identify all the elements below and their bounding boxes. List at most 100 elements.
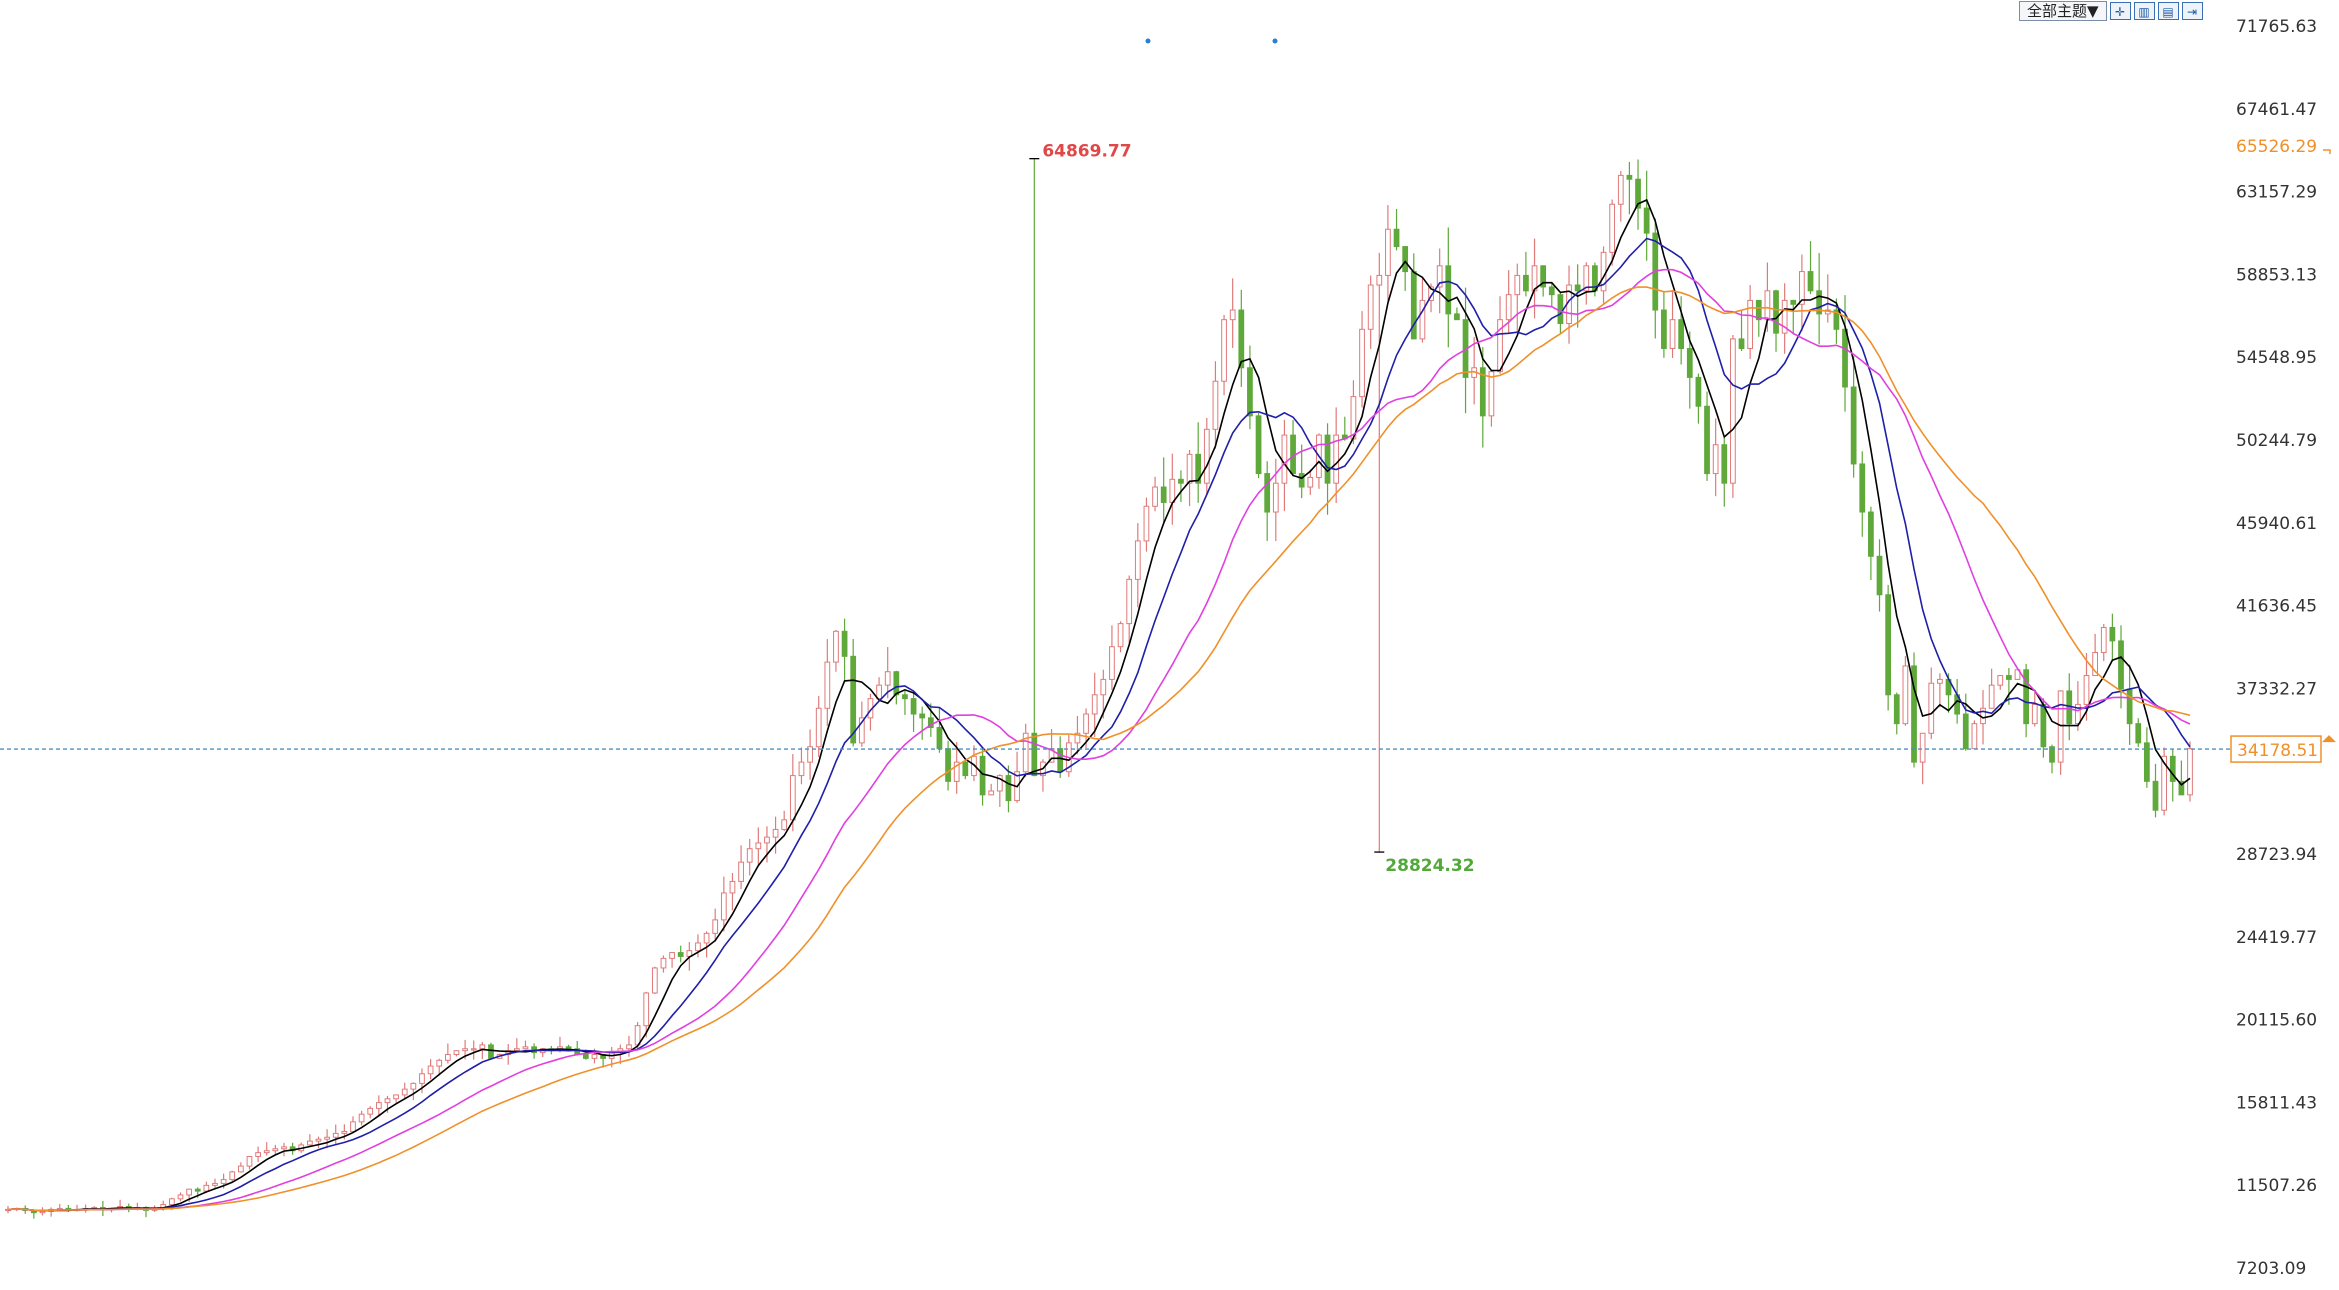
candle-up (272, 1148, 279, 1152)
candle-up (1919, 732, 1926, 763)
bar-compare-icon[interactable]: ▤ (2157, 2, 2179, 20)
candle-down (1548, 286, 1555, 296)
candle-up (2075, 703, 2081, 725)
candle-up (168, 1198, 175, 1206)
candle-down (1695, 376, 1702, 407)
candle-down (1540, 265, 1547, 288)
candle-up (651, 967, 658, 994)
candle-down (979, 755, 986, 796)
candle-up (720, 892, 727, 921)
candle-up (1799, 271, 1805, 305)
candle-down (1626, 174, 1633, 180)
y-tick-label: 28723.94 (2236, 845, 2317, 865)
candle-up (332, 1132, 339, 1138)
candle-up (858, 717, 865, 744)
candles-layer (5, 158, 2193, 1219)
candle-down (1738, 338, 1745, 350)
candle-down (1195, 453, 1202, 484)
candle-up (1359, 328, 1365, 398)
ma-slow-line (7, 268, 2191, 1212)
candle-up (39, 1210, 46, 1214)
candle-up (384, 1098, 391, 1104)
candle-up (634, 1025, 641, 1046)
candle-up (401, 1088, 408, 1096)
candle-down (1859, 463, 1866, 513)
candle-up (1229, 309, 1236, 321)
candle-down (488, 1044, 494, 1059)
candle-up (2100, 626, 2107, 653)
candle-down (2135, 723, 2142, 744)
candle-down (1255, 415, 1262, 475)
fit-screen-icon[interactable]: ⇥ (2181, 2, 2203, 20)
candle-up (1212, 380, 1219, 430)
candle-up (1497, 319, 1503, 373)
y-tick-label: 20115.60 (2236, 1011, 2317, 1031)
candle-up (341, 1130, 348, 1134)
theme-select-button[interactable]: 全部主题▼ (2019, 1, 2107, 21)
candle-up (1221, 319, 1227, 382)
candle-up (2031, 703, 2038, 725)
crosshair-icon[interactable]: ✛ (2109, 2, 2131, 20)
price-up-arrow-icon (2322, 735, 2336, 743)
candle-down (1445, 265, 1452, 315)
candle-up (2161, 755, 2167, 811)
candle-down (1755, 299, 1762, 321)
candle-up (220, 1179, 227, 1184)
candle-up (1333, 434, 1340, 484)
y-tick-label: 11507.26 (2236, 1176, 2317, 1196)
candle-down (677, 952, 684, 957)
candle-down (1247, 367, 1253, 417)
y-tick-label: 37332.27 (2236, 679, 2317, 699)
candle-up (2187, 748, 2193, 796)
candle-up (1747, 299, 1754, 350)
candle-down (893, 671, 900, 696)
candle-up (1669, 319, 1676, 350)
candle-down (1402, 246, 1409, 273)
candle-up (1730, 338, 1736, 484)
candle-up (712, 919, 719, 934)
candle-up (660, 957, 667, 969)
ma-long-line (7, 286, 2191, 1212)
candle-down (1661, 309, 1667, 350)
low-value-label: 28824.32 (1385, 856, 1474, 876)
candle-down (1238, 309, 1245, 369)
chart-toolbar: 全部主题▼ ✛ ▥ ▤ ⇥ (2019, 0, 2203, 22)
candle-down (1057, 748, 1064, 773)
candle-up (1272, 482, 1279, 513)
candle-up (1126, 578, 1133, 625)
candle-down (1721, 444, 1728, 484)
candle-down (1635, 178, 1641, 209)
candle-up (996, 775, 1003, 792)
candle-up (229, 1171, 236, 1181)
candle-up (436, 1059, 443, 1067)
candle-up (988, 790, 995, 796)
candle-up (1152, 486, 1158, 507)
candle-up (281, 1146, 287, 1150)
candle-up (876, 684, 882, 700)
candle-down (2152, 780, 2159, 811)
candle-up (789, 775, 796, 821)
y-tick-label: 63157.29 (2236, 183, 2317, 203)
candle-up (246, 1155, 253, 1167)
candle-up (1367, 284, 1374, 330)
candle-up (237, 1165, 244, 1173)
candle-up (393, 1094, 399, 1100)
candle-up (212, 1182, 218, 1186)
candle-up (1281, 434, 1288, 484)
y-tick-label: 54548.95 (2236, 348, 2317, 368)
candle-down (1324, 434, 1331, 484)
candle-up (1971, 723, 1978, 750)
candle-up (255, 1152, 261, 1157)
candle-down (1807, 271, 1814, 292)
candle-down (1160, 486, 1167, 503)
candle-down (2006, 675, 2012, 680)
moving-averages-layer (7, 198, 2191, 1212)
candle-down (1893, 694, 1900, 725)
candle-compare-icon[interactable]: ▥ (2133, 2, 2155, 20)
candle-up (1488, 371, 1495, 417)
y-tick-label: 45940.61 (2236, 514, 2317, 534)
y-tick-label: 71765.63 (2236, 17, 2317, 37)
candle-down (1842, 328, 1848, 388)
